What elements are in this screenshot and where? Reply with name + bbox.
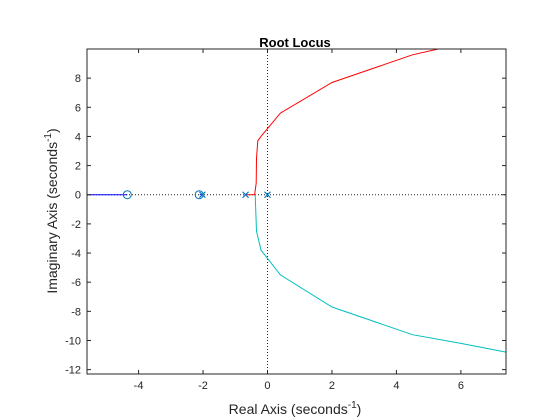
locus-branch-4: [254, 194, 507, 353]
x-tick-label: 4: [393, 380, 399, 392]
y-tick-label: 4: [75, 131, 81, 143]
locus-branch-3: [246, 48, 439, 196]
x-axis-label-superscript: -1: [348, 400, 357, 411]
x-tick-label: 0: [264, 380, 270, 392]
y-tick-label: -6: [71, 277, 81, 289]
x-tick-label: 6: [458, 380, 464, 392]
plot-area: [87, 49, 506, 374]
x-tick-label: -4: [134, 380, 144, 392]
pole-marker: [198, 191, 206, 199]
zero-marker: [122, 190, 132, 200]
y-tick-label: -10: [65, 335, 81, 347]
x-axis-label: Real Axis (seconds-1): [229, 400, 362, 417]
y-tick-label: -12: [65, 365, 81, 377]
x-axis-label-close: ): [357, 401, 362, 417]
chart-title: Root Locus: [259, 35, 331, 50]
y-tick-label: 0: [75, 190, 81, 202]
y-tick-label: -2: [71, 219, 81, 231]
x-tick-label: -2: [198, 380, 208, 392]
y-axis-label-main: Imaginary Axis (seconds: [44, 142, 60, 294]
y-tick-label: -8: [71, 306, 81, 318]
y-tick-label: 6: [75, 102, 81, 114]
series-layer: [87, 48, 507, 353]
axes-box: [86, 48, 507, 375]
y-tick-label: 2: [75, 161, 81, 173]
pole-marker: [264, 191, 271, 199]
x-tick-label: 2: [329, 380, 335, 392]
tick-layer: -4 -2 0 2 4 6 -12 -10 -8 -6 -4 -2 0 2 4 6 8: [65, 49, 506, 392]
x-axis-label-main: Real Axis (seconds: [229, 401, 348, 417]
marker-layer: [122, 190, 271, 200]
y-axis-label-close: ): [44, 128, 60, 133]
y-tick-label: 8: [75, 73, 81, 85]
y-tick-label: -4: [71, 248, 81, 260]
pole-marker: [242, 191, 249, 199]
y-axis-label: Imaginary Axis (seconds-1): [43, 128, 60, 293]
y-axis-label-superscript: -1: [43, 133, 54, 142]
